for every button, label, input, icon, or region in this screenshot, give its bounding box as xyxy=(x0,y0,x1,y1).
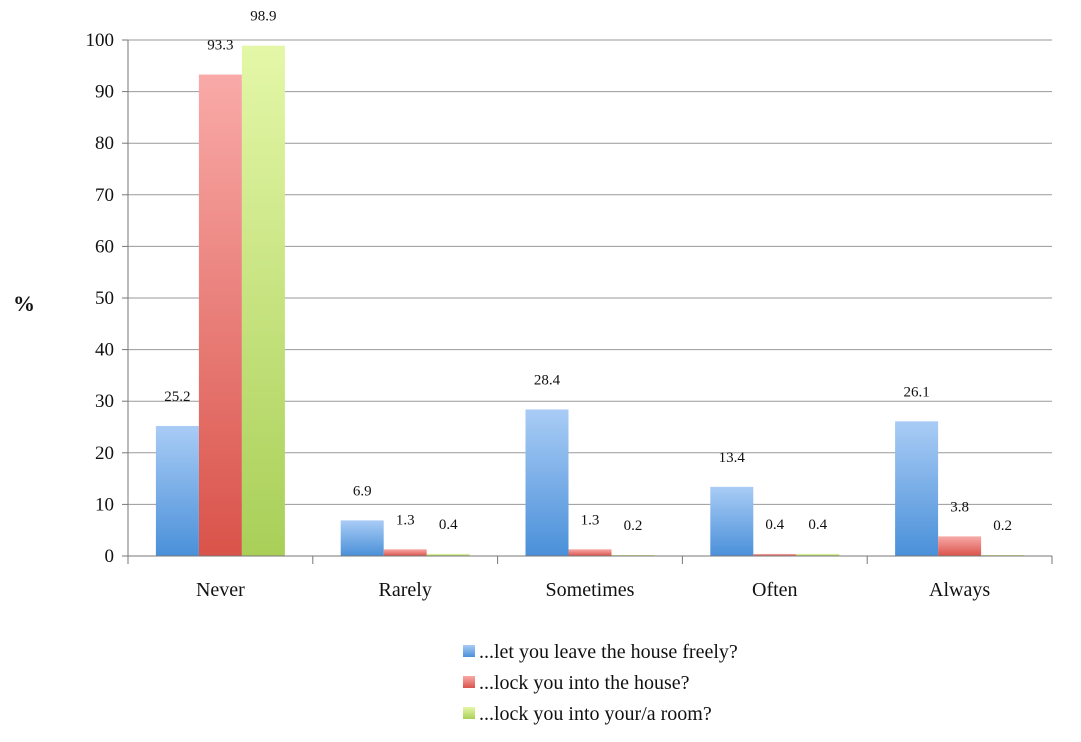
bar xyxy=(198,74,242,557)
data-label: 3.8 xyxy=(950,499,969,515)
data-label: 1.3 xyxy=(581,512,600,528)
x-tick-label: Always xyxy=(929,579,990,601)
data-label: 26.1 xyxy=(903,384,929,400)
data-label: 0.4 xyxy=(765,517,784,533)
data-label: 0.4 xyxy=(808,517,827,533)
data-labels: 25.2 6.9 28.4 13.4 26.1 93.3 1.3 1.3 0.4 3.8 98.9 0… xyxy=(164,9,1012,534)
legend-entry: ...let you leave the house freely? xyxy=(479,641,738,663)
bar xyxy=(753,553,797,556)
axes: 0 10 20 30 40 50 60 70 80 90 100 Never Rarely Sometim… xyxy=(86,30,1053,601)
legend-entry: ...lock you into your/a room? xyxy=(479,703,712,725)
data-label: 6.9 xyxy=(353,483,372,499)
bar xyxy=(241,45,285,557)
data-label: 25.2 xyxy=(164,389,190,405)
bar xyxy=(938,536,982,556)
y-tick-label: 30 xyxy=(95,391,114,412)
legend: ...let you leave the house freely? ...loc… xyxy=(463,641,738,725)
bar xyxy=(611,554,655,556)
bar xyxy=(340,520,384,556)
bar xyxy=(155,425,199,556)
bars xyxy=(155,45,1025,557)
y-tick-label: 0 xyxy=(105,546,115,567)
y-axis-title: % xyxy=(13,291,35,316)
bar xyxy=(383,549,427,556)
bar xyxy=(710,486,754,556)
y-tick-label: 40 xyxy=(95,340,114,361)
bar xyxy=(796,553,840,556)
data-label: 0.4 xyxy=(439,517,458,533)
y-tick-label: 10 xyxy=(95,494,114,515)
y-tick-label: 20 xyxy=(95,443,114,464)
bar xyxy=(981,554,1025,556)
legend-swatch xyxy=(463,676,475,688)
data-label: 13.4 xyxy=(719,450,746,466)
legend-entry: ...lock you into the house? xyxy=(479,672,690,694)
bar xyxy=(568,549,612,556)
x-tick-label: Often xyxy=(752,579,798,601)
y-tick-label: 80 xyxy=(95,133,114,154)
bar xyxy=(426,553,470,556)
data-label: 1.3 xyxy=(396,512,415,528)
y-tick-label: 50 xyxy=(95,288,114,309)
data-label: 0.2 xyxy=(993,518,1012,534)
data-label: 28.4 xyxy=(534,372,561,388)
y-tick-label: 90 xyxy=(95,82,114,103)
y-tick-label: 100 xyxy=(86,30,115,51)
bar xyxy=(525,409,569,556)
data-label: 0.2 xyxy=(624,518,643,534)
y-tick-label: 60 xyxy=(95,236,114,257)
x-tick-label: Rarely xyxy=(379,579,432,601)
x-tick-label: Sometimes xyxy=(546,579,635,601)
bar xyxy=(895,421,939,556)
data-label: 98.9 xyxy=(250,9,276,25)
x-tick-label: Never xyxy=(196,579,245,601)
data-label: 93.3 xyxy=(207,38,233,54)
y-tick-label: 70 xyxy=(95,185,114,206)
legend-swatch xyxy=(463,707,475,719)
legend-swatch xyxy=(463,645,475,657)
